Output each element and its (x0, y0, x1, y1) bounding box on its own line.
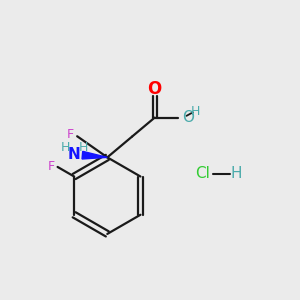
Polygon shape (82, 152, 107, 159)
Text: O: O (148, 80, 162, 98)
Text: O: O (182, 110, 194, 125)
Text: Cl: Cl (196, 166, 210, 181)
Text: H: H (60, 141, 70, 154)
Text: N: N (68, 146, 80, 161)
Text: H: H (190, 105, 200, 118)
Text: F: F (67, 128, 73, 141)
Text: H: H (79, 141, 88, 154)
Text: F: F (48, 160, 55, 173)
Text: H: H (230, 166, 242, 181)
